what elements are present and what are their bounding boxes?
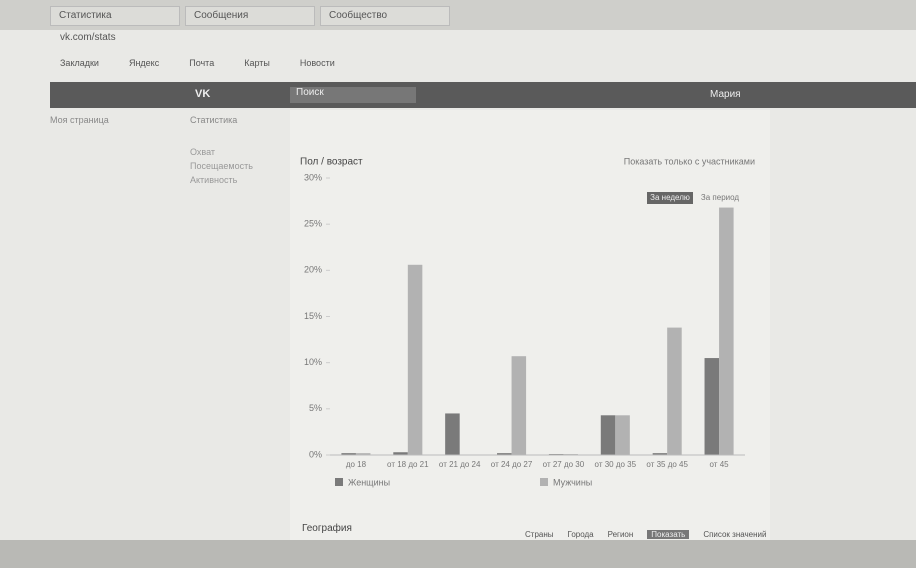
search[interactable]: Поиск — [290, 87, 416, 103]
x-tick-label: от 45 — [710, 460, 730, 469]
tab[interactable]: Сообщество — [320, 6, 450, 26]
y-tick-label: 10% — [304, 357, 322, 367]
logo[interactable]: VK — [195, 88, 211, 100]
bar — [719, 207, 734, 455]
legend-swatch — [540, 478, 548, 486]
y-tick-label: 20% — [304, 265, 322, 275]
x-tick-label: от 35 до 45 — [646, 460, 688, 469]
bookmark[interactable]: Карты — [244, 58, 270, 68]
bar — [341, 453, 356, 455]
x-tick-label: от 18 до 21 — [387, 460, 429, 469]
user-name[interactable]: Мария — [710, 89, 741, 100]
bookmark[interactable]: Яндекс — [128, 58, 160, 68]
geo-tab[interactable]: Регион — [607, 530, 634, 539]
vk-header: VK Поиск Мария — [50, 82, 916, 108]
tab[interactable]: Статистика — [50, 6, 180, 26]
y-tick-label: 0% — [309, 449, 322, 459]
bar — [600, 415, 616, 455]
y-tick-label: 30% — [304, 172, 322, 182]
bar — [704, 358, 720, 455]
bookmarks-bar: Закладки Яндекс Почта Карты Новости — [60, 58, 335, 72]
content — [290, 110, 770, 550]
x-tick-label: до 18 — [346, 460, 367, 469]
bookmark[interactable]: Закладки — [60, 58, 99, 68]
sidebar-link[interactable]: Статистика — [190, 115, 238, 125]
bar — [407, 264, 423, 455]
toggle[interactable]: За период — [701, 193, 739, 202]
bookmark[interactable]: Почта — [189, 58, 215, 68]
side-link[interactable]: Охват — [190, 147, 216, 157]
sidebar: Моя страница — [50, 115, 109, 125]
section-title: География — [302, 523, 352, 534]
address-bar[interactable]: vk.com/stats — [60, 32, 116, 43]
y-tick-label: 5% — [309, 403, 322, 413]
bookmark[interactable]: Новости — [299, 58, 335, 68]
x-tick-label: от 30 до 35 — [595, 460, 637, 469]
legend-label[interactable]: Женщины — [348, 477, 390, 487]
toggle-bg — [647, 192, 693, 204]
side-menu: Охват Посещаемость Активность — [190, 145, 253, 187]
bar — [652, 453, 668, 455]
sidebar-link[interactable]: Моя страница — [50, 115, 109, 125]
geo-tab[interactable]: Список значений — [703, 530, 767, 539]
y-tick-label: 25% — [304, 219, 322, 229]
tab[interactable]: Сообщения — [185, 6, 315, 26]
geo-tabs: Страны Города Регион Показать Список значени… — [525, 530, 766, 539]
bar — [511, 356, 527, 455]
chart-title: Пол / возраст — [300, 157, 363, 168]
x-tick-label: от 27 до 30 — [543, 460, 585, 469]
x-tick-label: от 24 до 27 — [491, 460, 533, 469]
geo-tab[interactable]: Страны — [525, 530, 554, 539]
bar — [445, 413, 460, 455]
bar — [355, 453, 371, 455]
geo-tab[interactable]: Показать — [647, 530, 690, 539]
bar — [497, 453, 512, 455]
x-tick-label: от 21 до 24 — [439, 460, 481, 469]
legend-label[interactable]: Мужчины — [553, 477, 592, 487]
taskbar — [0, 540, 916, 568]
filter-link[interactable]: Показать только с участниками — [624, 156, 755, 166]
legend-swatch — [335, 478, 343, 486]
tab-bar: Статистика Сообщения Сообщество — [0, 0, 916, 30]
bar — [667, 327, 682, 455]
geo-tab[interactable]: Города — [567, 530, 594, 539]
y-tick-label: 15% — [304, 311, 322, 321]
side-link[interactable]: Посещаемость — [190, 161, 253, 171]
side-link[interactable]: Активность — [190, 175, 238, 185]
toggle[interactable]: За неделю — [650, 193, 690, 202]
bar — [615, 415, 630, 455]
chart: Пол / возраст Показать только с участника… — [300, 156, 755, 487]
bar — [393, 452, 408, 455]
